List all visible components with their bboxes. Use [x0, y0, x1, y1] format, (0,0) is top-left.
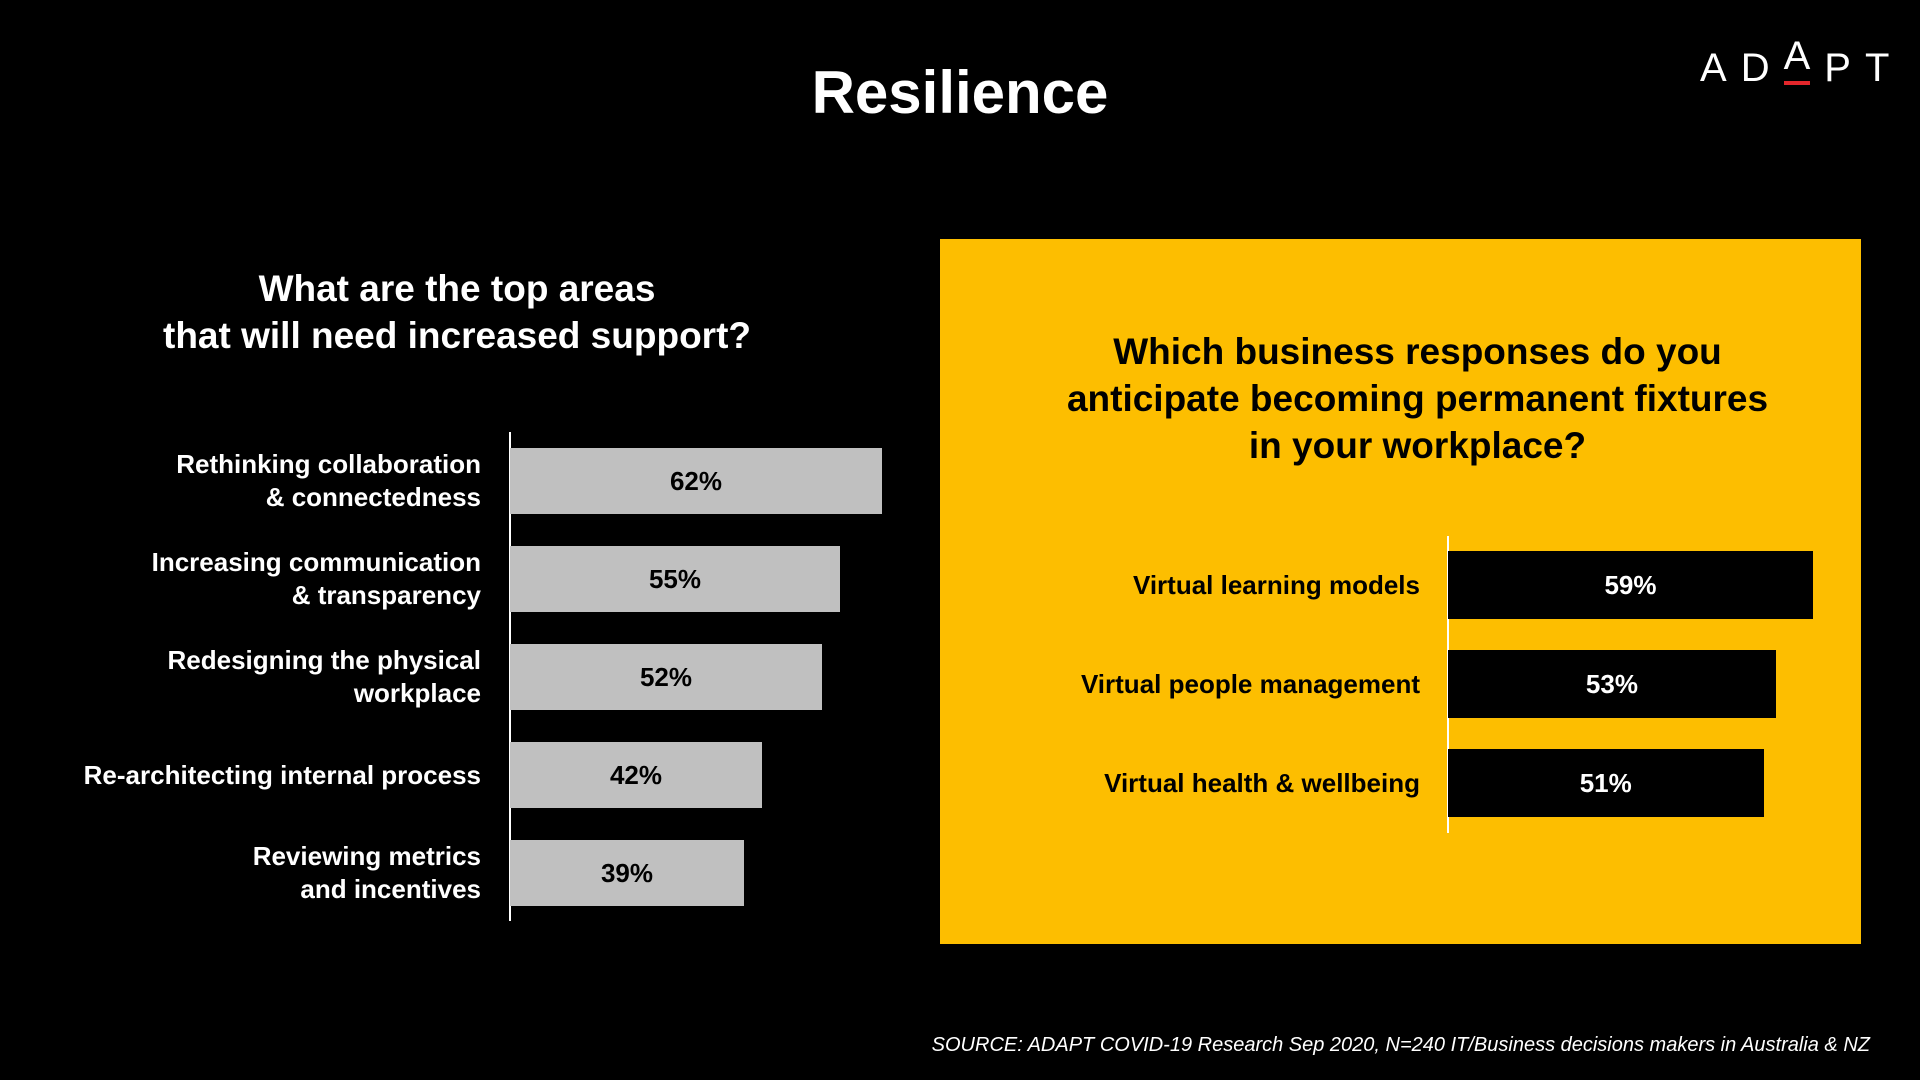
bar: 51%: [1448, 749, 1764, 817]
value-label: 62%: [669, 465, 723, 496]
value-label: 53%: [1585, 668, 1638, 699]
bar: 39%: [510, 840, 744, 906]
value-label: 55%: [648, 563, 702, 594]
bar: 55%: [510, 546, 840, 612]
value-label: 52%: [639, 661, 693, 692]
value-label: 51%: [1579, 767, 1632, 798]
chart-title: What are the top areas that will need in…: [163, 268, 751, 356]
chart-title: Which business responses do you anticipa…: [1066, 331, 1769, 466]
bar: 52%: [510, 644, 822, 710]
category-label: Increasing communication & transparency: [151, 547, 481, 610]
category-label: Rethinking collaboration & connectedness: [176, 449, 481, 512]
category-label: Reviewing metrics and incentives: [252, 841, 481, 904]
category-label: Virtual people management: [1080, 668, 1420, 699]
category-label: Re-architecting internal process: [83, 759, 481, 790]
slide-title: Resilience: [811, 59, 1109, 126]
bar: 62%: [510, 448, 882, 514]
value-label: 59%: [1604, 569, 1657, 600]
bar: 59%: [1448, 551, 1813, 619]
value-label: 39%: [600, 857, 654, 888]
bar: 42%: [510, 742, 762, 808]
category-label: Virtual health & wellbeing: [1104, 767, 1420, 798]
bar: 53%: [1448, 650, 1776, 718]
value-label: 42%: [609, 759, 663, 790]
source-note: SOURCE: ADAPT COVID-19 Research Sep 2020…: [931, 1034, 1870, 1056]
category-label: Redesigning the physical workplace: [167, 645, 481, 708]
category-label: Virtual learning models: [1132, 569, 1420, 600]
